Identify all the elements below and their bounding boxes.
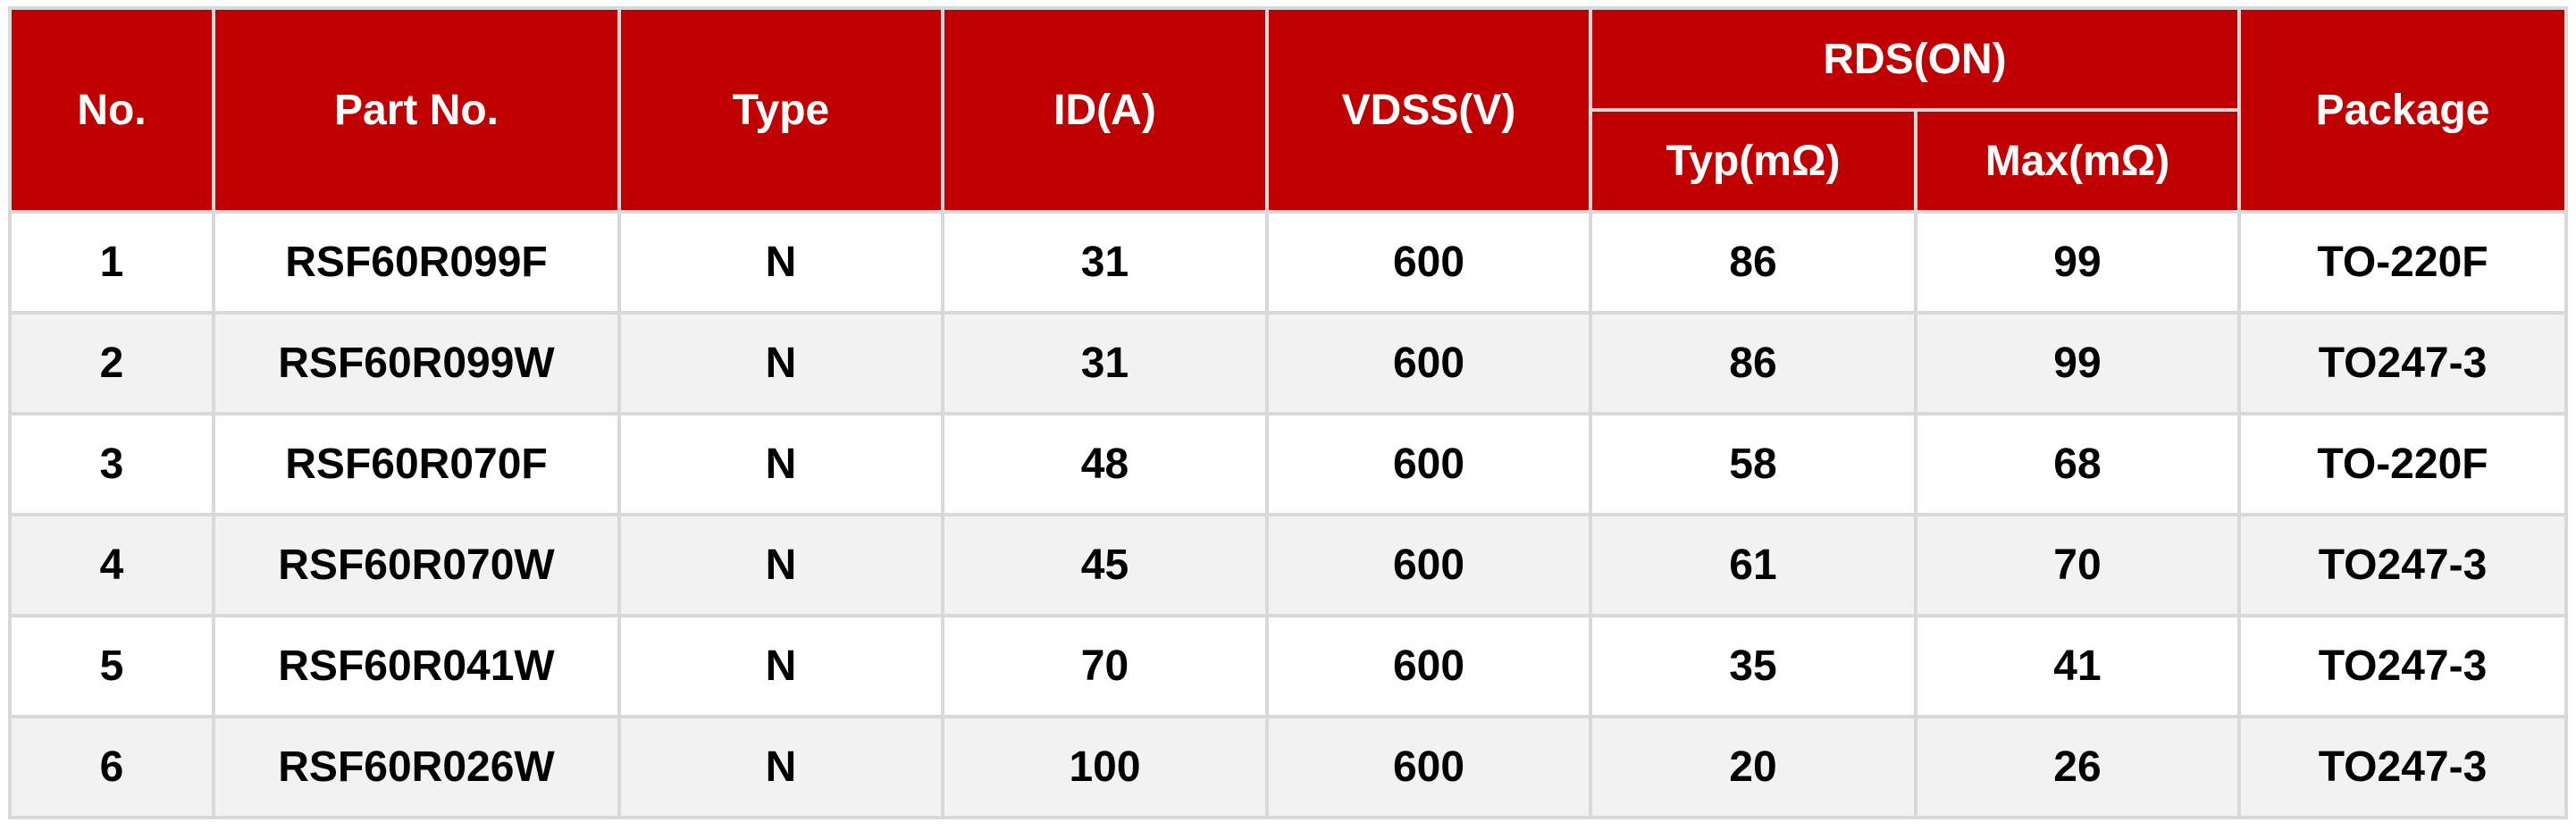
table-cell: N (617, 412, 944, 516)
table-cell: 26 (1914, 715, 2241, 819)
header-cell: Package (2237, 6, 2568, 214)
table-cell: 1 (8, 210, 215, 315)
table-cell: 600 (1265, 513, 1592, 617)
table-cell: 600 (1265, 715, 1592, 819)
table-cell: RSF60R041W (212, 614, 621, 718)
table-cell: TO247-3 (2237, 614, 2568, 718)
table-cell: 41 (1914, 614, 2241, 718)
table-cell: TO-220F (2237, 210, 2568, 315)
table-row: 1 RSF60R099F N 31 600 86 99 TO-220F (8, 210, 2568, 315)
header-cell: Part No. (212, 6, 621, 214)
table-cell: 2 (8, 311, 215, 416)
table-cell: N (617, 513, 944, 617)
table-body: 1 RSF60R099F N 31 600 86 99 TO-220F 2 RSF60R099W N… (8, 210, 2568, 819)
table-cell: N (617, 614, 944, 718)
table-cell: RSF60R070F (212, 412, 621, 516)
table-cell: 68 (1914, 412, 2241, 516)
table-cell: 31 (941, 311, 1269, 416)
group-header-cell: RDS(ON) (1589, 6, 2241, 112)
table-cell: 70 (1914, 513, 2241, 617)
table-cell: 48 (941, 412, 1269, 516)
table-cell: 58 (1589, 412, 1917, 516)
header-cell: VDSS(V) (1265, 6, 1592, 214)
table-cell: N (617, 210, 944, 315)
table-cell: RSF60R070W (212, 513, 621, 617)
table-cell: 99 (1914, 210, 2241, 315)
table-cell: 61 (1589, 513, 1917, 617)
table-cell: 600 (1265, 210, 1592, 315)
table-cell: RSF60R099W (212, 311, 621, 416)
subheader-cell: Max(mΩ) (1914, 108, 2241, 214)
table-cell: 86 (1589, 210, 1917, 315)
header-cell: No. (8, 6, 215, 214)
table-cell: 70 (941, 614, 1269, 718)
table-cell: 6 (8, 715, 215, 819)
table-cell: RSF60R026W (212, 715, 621, 819)
table-cell: 600 (1265, 412, 1592, 516)
table-row: 5 RSF60R041W N 70 600 35 41 TO247-3 (8, 614, 2568, 718)
table-cell: 86 (1589, 311, 1917, 416)
table-cell: 4 (8, 513, 215, 617)
table-cell: TO247-3 (2237, 311, 2568, 416)
header-row: No. Part No. Type ID(A) VDSS(V) RDS(ON) … (8, 6, 2568, 214)
table-row: 3 RSF60R070F N 48 600 58 68 TO-220F (8, 412, 2568, 516)
subheader-row: Typ(mΩ) Max(mΩ) (10, 108, 2566, 214)
table-cell: 45 (941, 513, 1269, 617)
table-header: No. Part No. Type ID(A) VDSS(V) RDS(ON) … (8, 6, 2568, 214)
table-cell: N (617, 715, 944, 819)
spec-table: No. Part No. Type ID(A) VDSS(V) RDS(ON) … (8, 6, 2568, 819)
table-row: 2 RSF60R099W N 31 600 86 99 TO247-3 (8, 311, 2568, 416)
table-cell: TO-220F (2237, 412, 2568, 516)
subheader-cell: Typ(mΩ) (1589, 108, 1917, 214)
table-cell: N (617, 311, 944, 416)
table-cell: RSF60R099F (212, 210, 621, 315)
table-cell: 99 (1914, 311, 2241, 416)
table-cell: 35 (1589, 614, 1917, 718)
table-row: 6 RSF60R026W N 100 600 20 26 TO247-3 (8, 715, 2568, 819)
header-cell: Type (617, 6, 944, 214)
table-row: 4 RSF60R070W N 45 600 61 70 TO247-3 (8, 513, 2568, 617)
table-cell: 600 (1265, 311, 1592, 416)
header-cell: ID(A) (941, 6, 1269, 214)
table-cell: 31 (941, 210, 1269, 315)
table-cell: 20 (1589, 715, 1917, 819)
table-cell: TO247-3 (2237, 715, 2568, 819)
table-cell: 600 (1265, 614, 1592, 718)
table-cell: 5 (8, 614, 215, 718)
table-cell: 100 (941, 715, 1269, 819)
table-cell: 3 (8, 412, 215, 516)
table-cell: TO247-3 (2237, 513, 2568, 617)
